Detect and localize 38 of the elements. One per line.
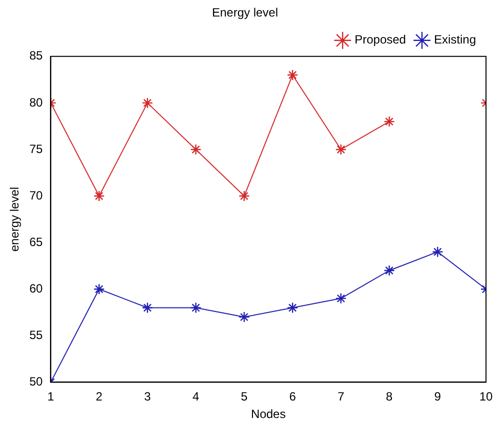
x-tick-label: 7 — [338, 390, 345, 404]
x-tick-label: 1 — [47, 390, 54, 404]
y-tick-label: 75 — [29, 142, 44, 156]
y-tick-label: 70 — [29, 188, 44, 202]
legend-label: Proposed — [354, 32, 406, 47]
point — [142, 97, 154, 109]
point — [335, 144, 347, 156]
point — [190, 144, 202, 156]
y-tick-label: 55 — [29, 328, 44, 342]
chart-title: Energy level — [212, 6, 278, 20]
y-tick-label: 65 — [29, 234, 44, 249]
x-tick-label: 8 — [386, 390, 393, 404]
point — [432, 246, 444, 258]
x-tick-label: 4 — [192, 390, 200, 404]
x-axis-title: Nodes — [251, 407, 286, 422]
y-tick-label: 80 — [29, 95, 44, 110]
x-tick-label: 10 — [479, 390, 493, 404]
y-tick-label: 85 — [29, 48, 44, 63]
y-tick-label: 50 — [29, 374, 44, 389]
point — [94, 284, 105, 295]
point — [190, 302, 202, 314]
point — [384, 264, 395, 276]
point — [384, 116, 395, 128]
point — [286, 302, 298, 314]
x-tick-label: 3 — [144, 390, 152, 404]
x-tick-label: 6 — [289, 390, 296, 404]
x-tick-label: 9 — [434, 390, 442, 404]
point — [94, 190, 105, 202]
point — [335, 292, 347, 304]
x-tick-label: 5 — [240, 390, 248, 404]
y-tick-label: 60 — [29, 281, 44, 296]
point — [286, 69, 298, 81]
legend-label: Existing — [434, 32, 476, 47]
x-tick-label: 2 — [96, 390, 103, 404]
point — [142, 302, 154, 314]
y-axis-title: energy level — [8, 186, 22, 252]
point — [238, 190, 250, 202]
point — [238, 311, 250, 323]
